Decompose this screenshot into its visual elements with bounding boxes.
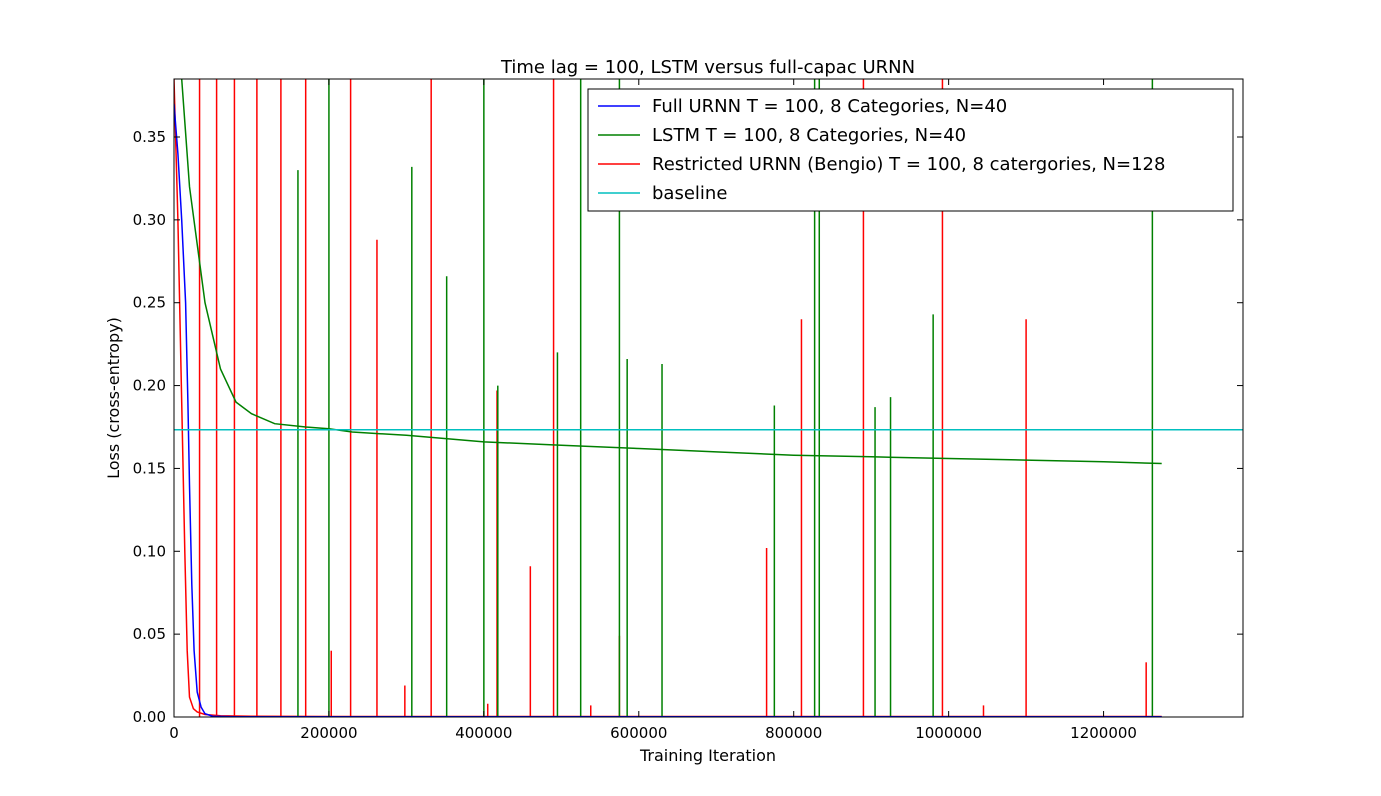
x-tick-label: 1000000 bbox=[915, 724, 982, 742]
x-tick-label: 800000 bbox=[765, 724, 822, 742]
y-tick-label: 0.20 bbox=[133, 377, 166, 395]
x-tick-label: 200000 bbox=[300, 724, 357, 742]
legend-label: Full URNN T = 100, 8 Categories, N=40 bbox=[652, 96, 1007, 117]
y-axis-ticks: 0.00 0.05 0.10 0.15 0.20 0.25 0.30 0.35 bbox=[133, 128, 1243, 726]
x-axis-label: Training Iteration bbox=[639, 746, 776, 765]
x-axis-ticks: 0 200000 400000 600000 800000 1000000 1200000 bbox=[169, 79, 1137, 742]
legend-label: Restricted URNN (Bengio) T = 100, 8 cate… bbox=[652, 154, 1165, 175]
series-line bbox=[180, 79, 1162, 465]
y-tick-label: 0.35 bbox=[133, 128, 166, 146]
legend-label: baseline bbox=[652, 183, 727, 204]
y-tick-label: 0.00 bbox=[133, 708, 166, 726]
chart-title: Time lag = 100, LSTM versus full-capac U… bbox=[500, 57, 915, 78]
legend-label: LSTM T = 100, 8 Categories, N=40 bbox=[652, 125, 966, 146]
legend: Full URNN T = 100, 8 Categories, N=40 LST… bbox=[587, 88, 1234, 212]
y-tick-label: 0.15 bbox=[133, 459, 166, 477]
y-tick-label: 0.10 bbox=[133, 542, 166, 560]
x-tick-label: 600000 bbox=[610, 724, 667, 742]
y-tick-label: 0.05 bbox=[133, 625, 166, 643]
x-tick-label: 1200000 bbox=[1070, 724, 1137, 742]
y-tick-label: 0.30 bbox=[133, 211, 166, 229]
x-tick-label: 400000 bbox=[455, 724, 512, 742]
x-tick-label: 0 bbox=[169, 724, 179, 742]
legend-box bbox=[587, 88, 1234, 212]
y-axis-label: Loss (cross-entropy) bbox=[104, 317, 123, 479]
axes-frame bbox=[173, 78, 1244, 718]
y-tick-label: 0.25 bbox=[133, 294, 166, 312]
